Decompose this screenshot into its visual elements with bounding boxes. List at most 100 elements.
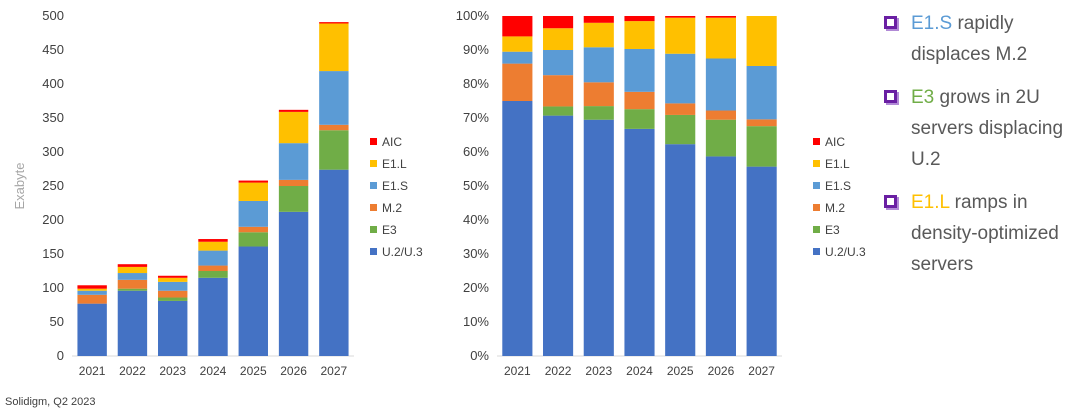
bar-segment-u-2-u-3 <box>746 166 777 356</box>
bar-segment-e1-s <box>502 51 533 64</box>
x-tick-label: 2025 <box>667 364 694 378</box>
legend-swatch <box>370 182 377 189</box>
takeaway-highlight: E1.S <box>911 13 953 34</box>
x-tick-label: 2022 <box>545 364 572 378</box>
bar-segment-m-2 <box>665 103 696 115</box>
y-tick-label: 40% <box>463 212 489 227</box>
legend-swatch <box>370 248 377 255</box>
bar-segment-e3 <box>583 106 614 120</box>
x-tick-label: 2026 <box>280 364 307 378</box>
bar-segment-e1-s <box>198 250 228 266</box>
bar-segment-aic <box>238 180 268 183</box>
legend-label: E1.L <box>382 157 407 171</box>
y-tick-label: 60% <box>463 144 489 159</box>
bar-segment-aic <box>583 16 614 23</box>
y-tick-label: 250 <box>42 178 64 193</box>
bar-segment-m-2 <box>583 82 614 107</box>
bar-segment-e1-l <box>319 23 349 72</box>
bar-segment-u-2-u-3 <box>238 246 268 356</box>
y-tick-label: 0% <box>470 348 489 363</box>
bar-segment-aic <box>665 16 696 18</box>
legend-label: U.2/U.3 <box>825 245 866 259</box>
x-tick-label: 2022 <box>119 364 146 378</box>
bar-segment-u-2-u-3 <box>583 119 614 356</box>
checkbox-bullet-icon <box>884 16 897 29</box>
bar-segment-m-2 <box>319 124 349 131</box>
x-tick-label: 2026 <box>708 364 735 378</box>
bar-segment-e1-s <box>238 200 268 227</box>
bar-segment-e1-s <box>278 143 309 180</box>
takeaway-highlight: E3 <box>911 87 935 108</box>
y-axis-label: Exabyte <box>12 163 27 210</box>
x-tick-label: 2023 <box>585 364 612 378</box>
bar-segment-e3 <box>278 186 309 212</box>
takeaway-item: E3 grows in 2U servers displacing U.2 <box>884 82 1080 175</box>
checkbox-bullet-icon <box>884 90 897 103</box>
bar-segment-u-2-u-3 <box>624 128 655 356</box>
bar-segment-m-2 <box>77 294 107 304</box>
bar-segment-m-2 <box>705 110 736 120</box>
x-tick-label: 2021 <box>504 364 531 378</box>
bar-segment-e3 <box>705 119 736 157</box>
key-takeaways: E1.S rapidly displaces M.2 E3 grows in 2… <box>884 8 1080 292</box>
bar-segment-e1-s <box>319 71 349 125</box>
takeaway-text: E3 grows in 2U servers displacing U.2 <box>911 87 1064 170</box>
bar-segment-u-2-u-3 <box>158 300 188 356</box>
takeaway-text: E1.L ramps in density-optimized servers <box>911 192 1059 275</box>
bar-segment-u-2-u-3 <box>278 211 309 356</box>
takeaway-text: E1.S rapidly displaces M.2 <box>911 13 1028 65</box>
y-tick-label: 50% <box>463 178 489 193</box>
legend-swatch <box>813 182 820 189</box>
legend-label: AIC <box>382 135 402 149</box>
y-tick-label: 400 <box>42 76 64 91</box>
bar-segment-e3 <box>319 130 349 170</box>
y-tick-label: 200 <box>42 212 64 227</box>
bar-segment-e1-l <box>583 22 614 48</box>
bar-segment-m-2 <box>278 179 309 186</box>
y-tick-label: 0 <box>57 348 64 363</box>
bar-segment-e3 <box>198 271 228 278</box>
x-tick-label: 2021 <box>79 364 106 378</box>
legend-label: E3 <box>825 223 840 237</box>
bar-segment-aic <box>158 275 188 278</box>
y-tick-label: 150 <box>42 246 64 261</box>
bar-segment-e1-l <box>543 28 574 50</box>
bar-segment-aic <box>502 16 533 37</box>
bar-segment-m-2 <box>117 279 148 289</box>
bar-segment-e1-s <box>665 53 696 104</box>
bar-segment-aic <box>117 264 148 267</box>
bar-segment-e1-l <box>624 21 655 49</box>
y-tick-label: 80% <box>463 76 489 91</box>
y-tick-label: 100 <box>42 280 64 295</box>
y-tick-label: 70% <box>463 110 489 125</box>
bar-segment-aic <box>77 285 107 289</box>
takeaway-item: E1.L ramps in density-optimized servers <box>884 187 1080 280</box>
bar-segment-e1-s <box>158 281 188 291</box>
bar-segment-e3 <box>158 297 188 301</box>
exabyte-stacked-bar-chart: 0 50 100 150 200 250 300 350 400 450 500 Exabyte 202… <box>12 8 423 378</box>
legend-swatch <box>813 138 820 145</box>
y-tick-label: 30% <box>463 246 489 261</box>
x-tick-label: 2025 <box>240 364 267 378</box>
bar-segment-e1-l <box>665 17 696 54</box>
bar-segment-e3 <box>624 109 655 129</box>
bar-segment-aic <box>198 239 228 242</box>
y-tick-label: 500 <box>42 8 64 23</box>
bar-segment-e1-s <box>77 290 107 295</box>
bar-segment-m-2 <box>198 265 228 271</box>
bar-segment-m-2 <box>238 226 268 233</box>
bar-segment-e3 <box>746 126 777 167</box>
legend-swatch <box>813 226 820 233</box>
bar-segment-e1-l <box>746 16 777 66</box>
bar-segment-aic <box>705 16 736 18</box>
legend-label: E1.S <box>825 179 851 193</box>
x-tick-label: 2027 <box>321 364 348 378</box>
legend-label: AIC <box>825 135 845 149</box>
bar-segment-u-2-u-3 <box>705 156 736 356</box>
bar-segment-u-2-u-3 <box>543 115 574 357</box>
bar-segment-e1-l <box>278 111 309 144</box>
legend-swatch <box>813 248 820 255</box>
legend-label: E3 <box>382 223 397 237</box>
y-tick-label: 350 <box>42 110 64 125</box>
bar-segment-u-2-u-3 <box>198 277 228 356</box>
